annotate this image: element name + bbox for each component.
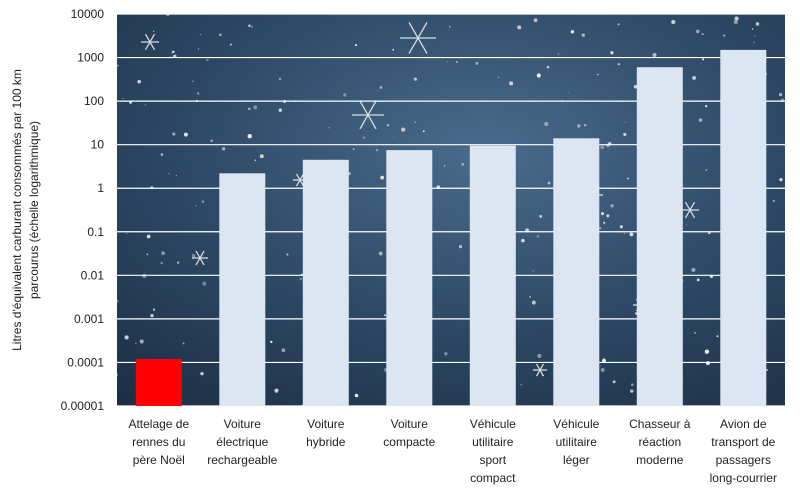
bar: [469, 145, 516, 406]
category-label: Voiture hybride: [306, 417, 346, 449]
category-label: Voiture compacte: [383, 417, 435, 449]
category-label: Attelage de rennes du père Noël: [128, 417, 189, 467]
y-axis-title: Litres d'équivalent carburant consommés …: [10, 69, 41, 351]
bar: [553, 138, 600, 407]
category-label: Véhicule utilitaire léger: [553, 417, 599, 467]
y-tick-label: 0.1: [87, 225, 104, 239]
y-tick-label: 0.0001: [67, 355, 104, 369]
bar: [219, 173, 266, 406]
bar: [636, 67, 683, 406]
category-label: Avion de transport de passagers long-courri…: [710, 417, 777, 485]
y-axis-label: Litres d'équivalent carburant consommés …: [10, 69, 41, 351]
category-label: Voiture électrique rechargeable: [207, 417, 277, 467]
bar: [386, 150, 433, 406]
y-tick-labels: 0.00001 0.0001 0.001 0.01 0.1 1 10 100 1000 10000: [61, 7, 105, 413]
y-tick-label: 0.00001: [61, 399, 105, 413]
y-tick-label: 10000: [71, 7, 105, 21]
y-tick-label: 1: [97, 181, 104, 195]
x-category-labels: Attelage de rennes du père Noël Voiture élec…: [128, 417, 777, 485]
bar: [135, 359, 182, 406]
bars: [135, 49, 767, 407]
bar: [720, 49, 767, 407]
y-tick-label: 0.001: [74, 312, 104, 326]
bar: [302, 159, 349, 406]
y-tick-label: 1000: [77, 51, 104, 65]
y-tick-label: 10: [91, 138, 105, 152]
y-tick-label: 100: [84, 94, 104, 108]
y-tick-label: 0.01: [81, 268, 105, 282]
category-label: Chasseur à réaction moderne: [629, 417, 691, 467]
category-label: Véhicule utilitaire sport compact: [470, 417, 516, 485]
